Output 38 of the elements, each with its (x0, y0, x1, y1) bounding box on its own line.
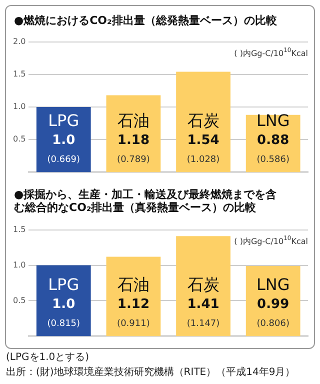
annotation: (0.789) (117, 155, 150, 166)
y-tick-label: 1.5 (12, 69, 26, 78)
x-tick-label: 石炭 (187, 111, 220, 130)
annotation: (0.911) (117, 319, 150, 330)
bar (36, 265, 91, 336)
annotation: (0.806) (256, 319, 290, 330)
chart-title: ●燃焼におけるCO₂排出量（総発熱量ベース）の比較 (14, 14, 278, 27)
data-label: 0.88 (257, 133, 290, 148)
x-tick-label: 石油 (117, 275, 150, 294)
data-label: 1.41 (187, 297, 220, 312)
x-tick-label: 石炭 (187, 275, 220, 294)
text: 出所：(財)地球環境産業技術研究機構（RITE）（平成14年9月） (6, 366, 296, 379)
data-label: 0.99 (257, 297, 290, 312)
annotation: (0.815) (47, 319, 80, 330)
data-label: 1.0 (52, 133, 76, 148)
annotation: (0.669) (47, 155, 80, 166)
x-tick-label: LNG (256, 111, 290, 130)
y-tick-label: 0.5 (12, 296, 26, 305)
bar (176, 72, 230, 172)
x-tick-label: LPG (48, 111, 80, 130)
chart-title: ●採掘から、生産・加工・輸送及び最終燃焼までを含む総合的なCO₂排出量（真発熱量ベース）の比較 (14, 188, 278, 214)
annotation: (1.147) (186, 319, 220, 330)
data-label: 1.54 (187, 133, 220, 148)
annotation: (1.028) (186, 155, 220, 166)
y-tick-label: 2.0 (12, 36, 26, 46)
data-label: 1.0 (52, 297, 76, 312)
y-tick-label: 1.0 (12, 260, 26, 270)
data-label: 1.12 (117, 297, 150, 312)
y-tick-label: 1.0 (12, 102, 26, 112)
y-tick-label: 0.5 (12, 134, 26, 144)
x-tick-label: 石油 (117, 111, 150, 130)
x-tick-label: LNG (256, 275, 290, 294)
text: (LPGを1.0とする) (6, 351, 90, 364)
bar (176, 236, 230, 336)
y-tick-label: 1.5 (12, 224, 26, 234)
annotation: (0.586) (256, 155, 290, 166)
x-tick-label: LPG (48, 275, 80, 294)
data-label: 1.18 (117, 133, 150, 148)
